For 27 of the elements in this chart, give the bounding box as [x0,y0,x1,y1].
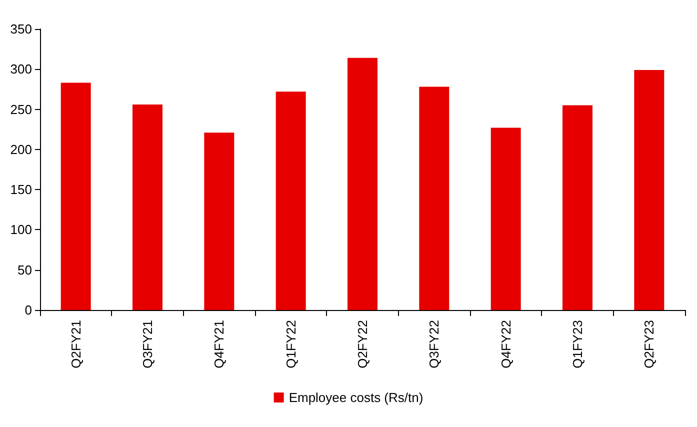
legend-label: Employee costs (Rs/tn) [288,390,424,405]
y-tick-label: 200 [10,142,32,157]
y-tick-label: 100 [10,222,32,238]
x-tick-label: Q2FY21 [68,320,84,368]
bar [204,132,234,310]
bar [634,70,664,310]
bar [419,86,450,310]
bar [348,58,378,310]
bar [276,92,306,310]
x-tick-label: Q3FY21 [140,320,155,368]
y-tick-label: 300 [10,62,32,77]
y-tick-label: 0 [24,302,32,318]
x-tick-label: Q1FY23 [570,320,585,368]
y-tick-label: 150 [10,182,32,198]
bar [562,105,592,310]
y-tick-label: 50 [18,262,32,278]
x-tick-label: Q4FY22 [498,320,514,368]
x-tick-label: Q2FY22 [355,320,370,368]
x-tick-label: Q4FY21 [212,320,227,368]
bar [60,82,91,310]
y-tick-label: 250 [10,102,32,117]
bar [132,104,162,310]
y-tick-label: 350 [10,22,32,36]
x-tick-label: Q1FY22 [283,320,298,368]
x-tick-label: Q2FY23 [642,320,657,368]
x-tick-label: Q3FY22 [426,320,442,368]
bar [490,128,521,310]
